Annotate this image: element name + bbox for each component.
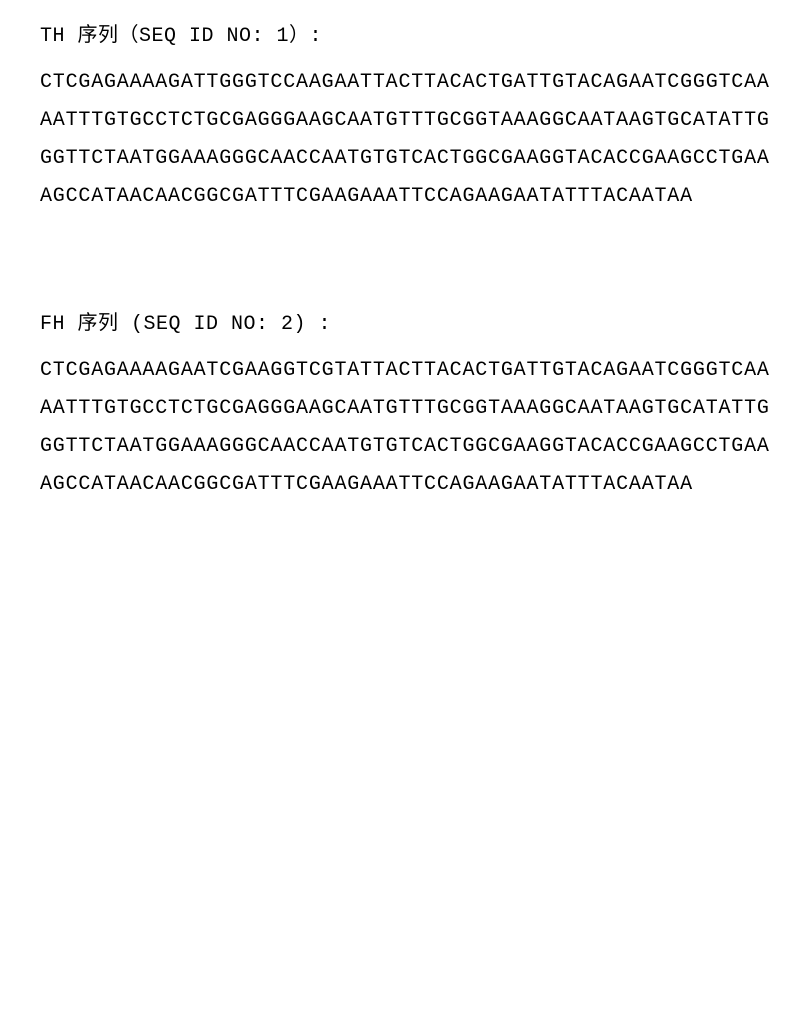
sequence-body-th: CTCGAGAAAAGATTGGGTCCAAGAATTACTTACACTGATT… (40, 64, 770, 216)
sequence-header-fh: FH 序列 (SEQ ID NO: 2) : (40, 306, 770, 344)
sequence-block-th: TH 序列（SEQ ID NO: 1）: CTCGAGAAAAGATTGGGTC… (40, 18, 770, 216)
sequence-header-th: TH 序列（SEQ ID NO: 1）: (40, 18, 770, 56)
sequence-body-fh: CTCGAGAAAAGAATCGAAGGTCGTATTACTTACACTGATT… (40, 352, 770, 504)
sequence-block-fh: FH 序列 (SEQ ID NO: 2) : CTCGAGAAAAGAATCGA… (40, 306, 770, 504)
